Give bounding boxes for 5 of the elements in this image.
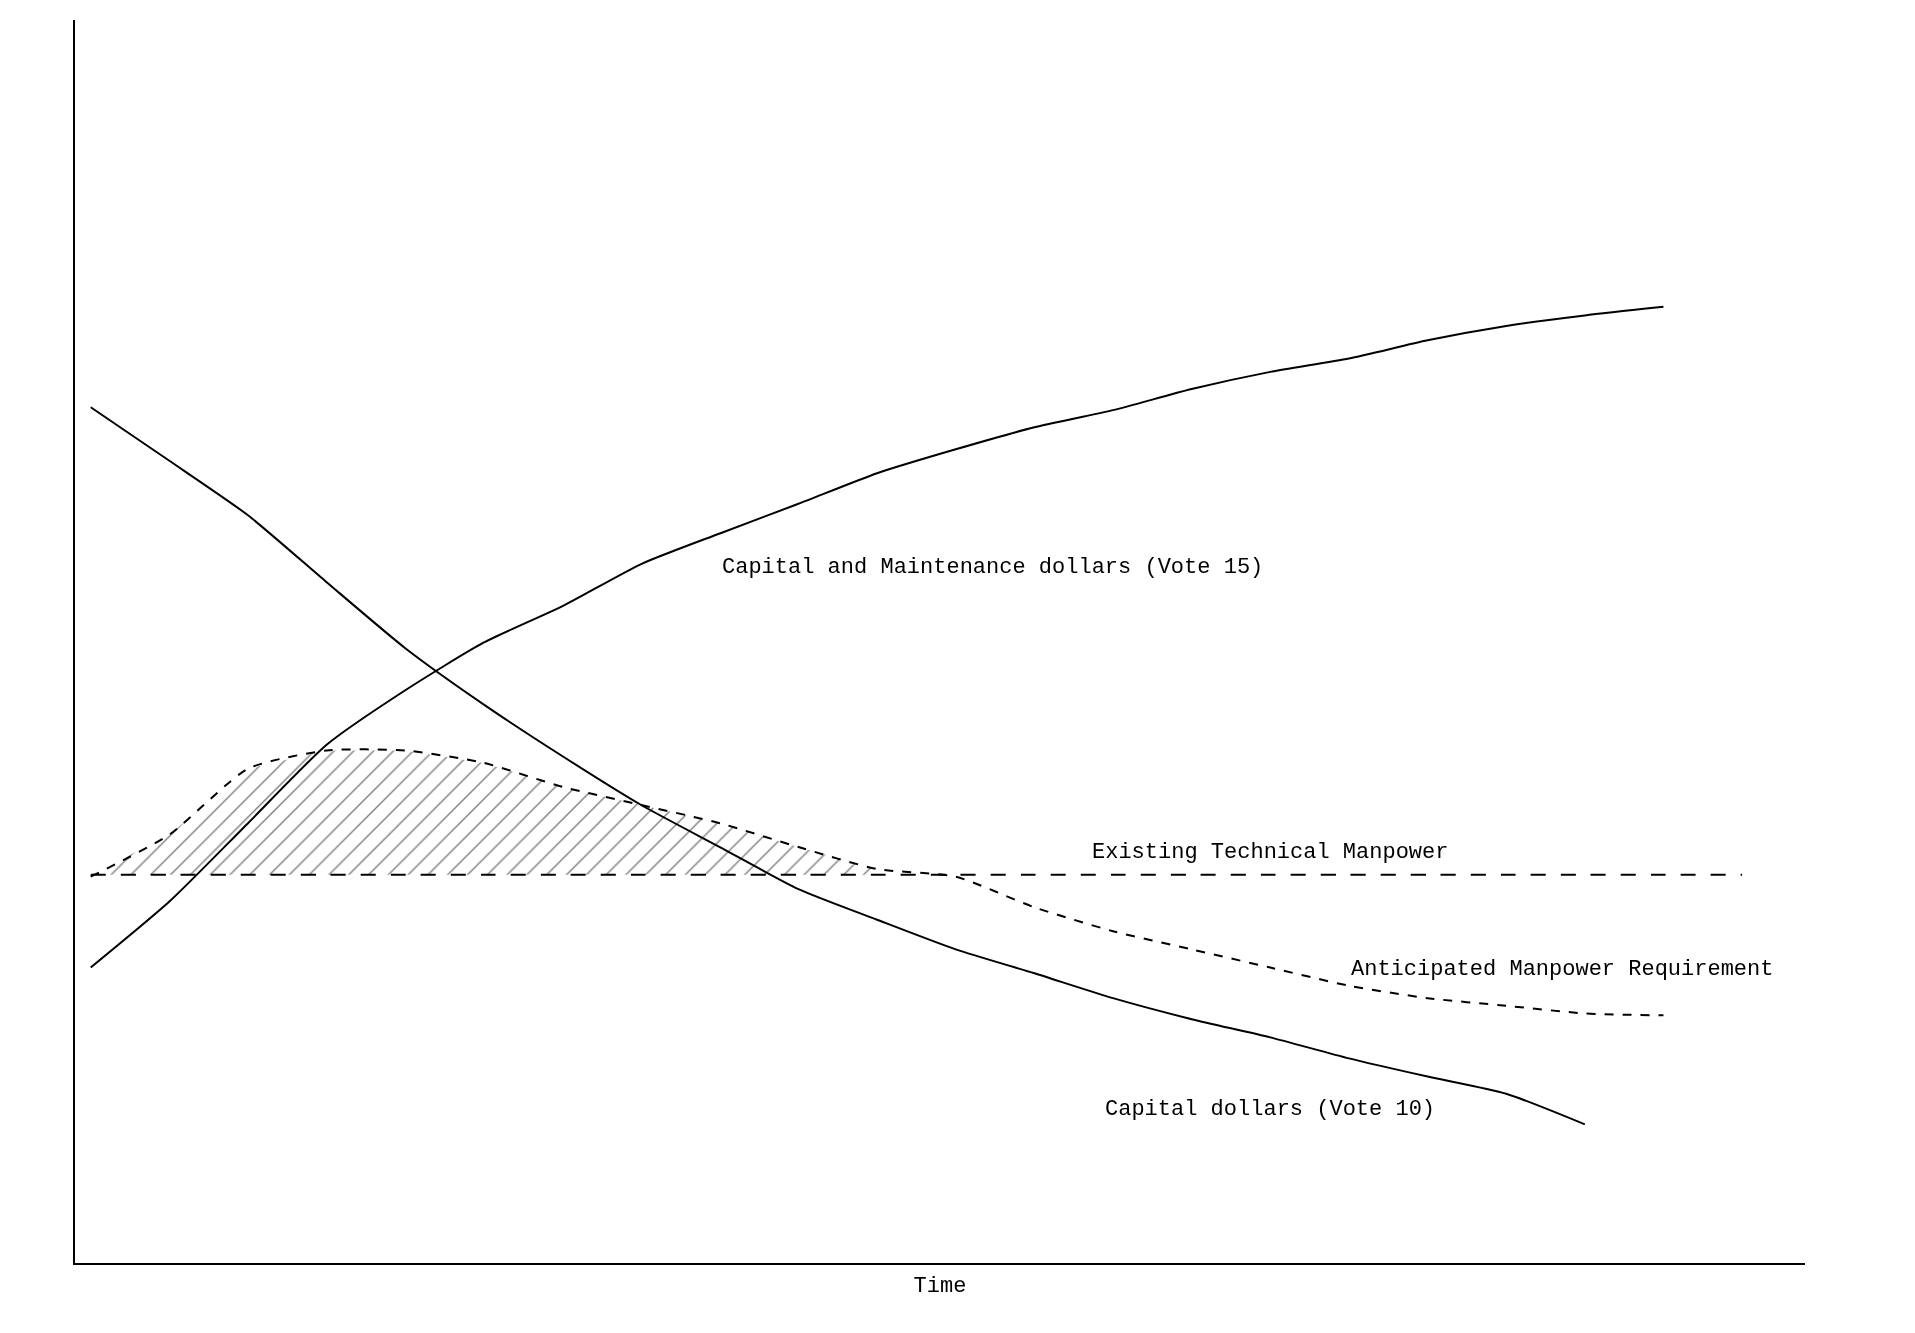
series-label: Existing Technical Manpower (1092, 840, 1449, 865)
series-label: Capital dollars (Vote 10) (1105, 1097, 1436, 1122)
x-axis-title: Time (913, 1273, 967, 1299)
series-label: Capital and Maintenance dollars (Vote 15) (722, 555, 1264, 580)
series-label: Anticipated Manpower Requirement (1351, 957, 1774, 982)
